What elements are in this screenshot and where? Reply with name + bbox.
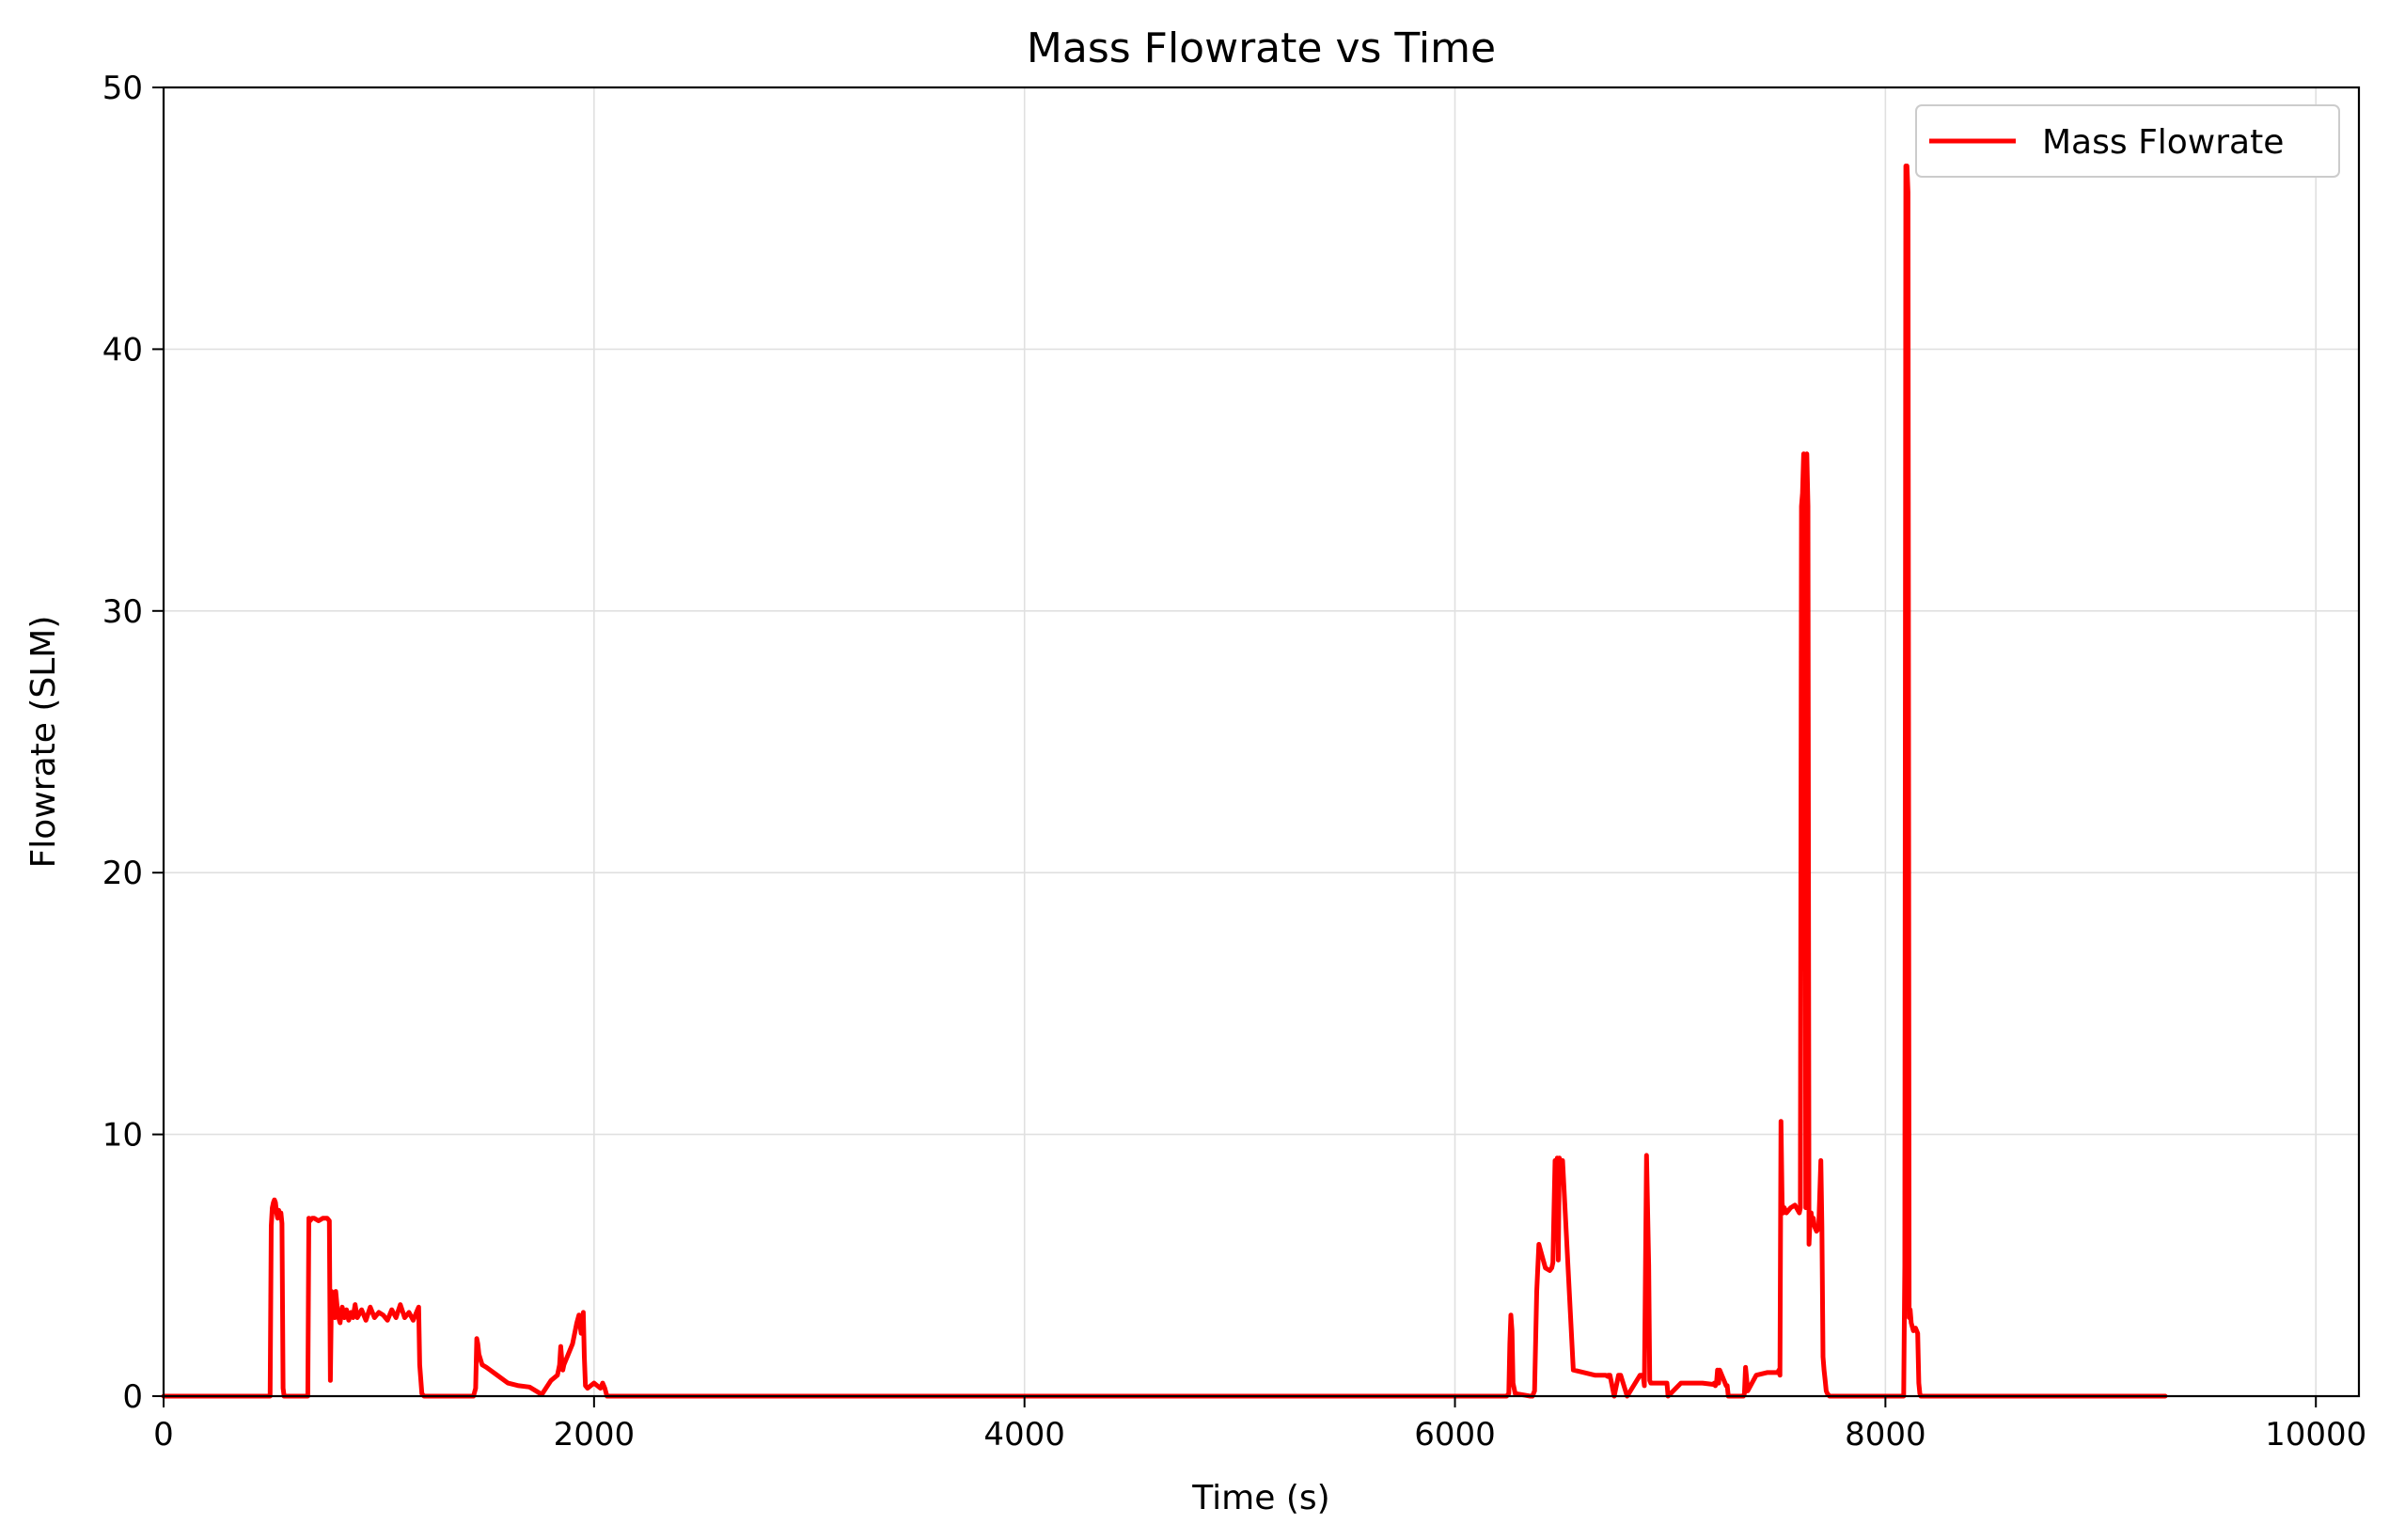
x-tick-label: 2000	[554, 1416, 636, 1454]
series-layer	[161, 164, 2168, 1399]
y-axis-title: Flowrate (SLM)	[24, 616, 63, 869]
x-tick-label: 8000	[1845, 1416, 1926, 1454]
y-tick-label: 20	[102, 855, 143, 892]
x-axis-title: Time (s)	[1191, 1479, 1329, 1517]
chart-title: Mass Flowrate vs Time	[1027, 24, 1496, 72]
y-tick-label: 50	[102, 70, 143, 107]
plot-area-frame	[162, 86, 2361, 1398]
x-tick-label: 0	[153, 1416, 174, 1454]
x-tick-label: 6000	[1414, 1416, 1496, 1454]
ticks: 0 2000 4000 6000 8000 10000 0 10 20 30 40 50	[102, 70, 2367, 1454]
legend-box	[1915, 104, 2340, 178]
x-tick-label: 4000	[983, 1416, 1065, 1454]
series-line-mass-flowrate	[161, 164, 2168, 1399]
y-tick-label: 30	[102, 593, 143, 631]
legend-label: Mass Flowrate	[2042, 123, 2284, 162]
y-tick-label: 0	[122, 1378, 143, 1416]
legend: Mass Flowrate	[1915, 104, 2340, 178]
y-tick-label: 40	[102, 331, 143, 369]
y-tick-label: 10	[102, 1117, 143, 1155]
x-tick-label: 10000	[2265, 1416, 2366, 1454]
